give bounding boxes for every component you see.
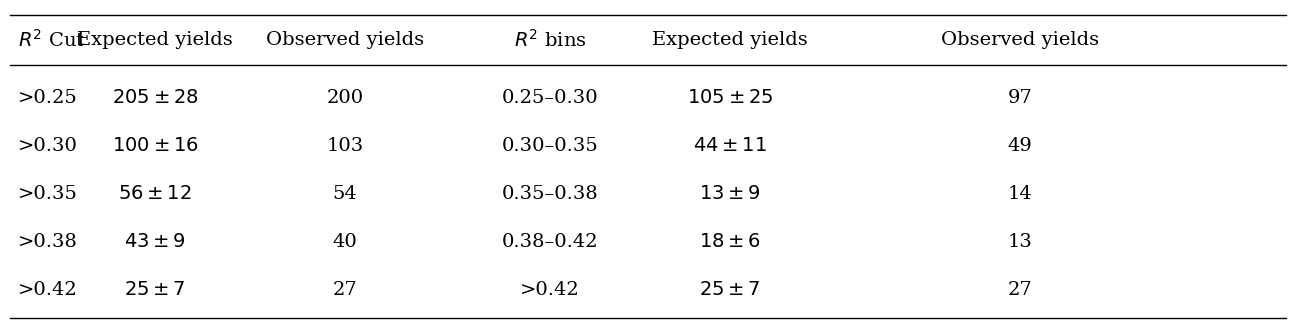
- Text: 103: 103: [327, 137, 364, 155]
- Text: 97: 97: [1007, 89, 1033, 107]
- Text: 54: 54: [333, 185, 358, 203]
- Text: >0.42: >0.42: [18, 281, 78, 299]
- Text: $25 \pm 7$: $25 \pm 7$: [124, 281, 185, 299]
- Text: $43 \pm 9$: $43 \pm 9$: [124, 233, 185, 251]
- Text: $205 \pm 28$: $205 \pm 28$: [111, 89, 198, 107]
- Text: $25 \pm 7$: $25 \pm 7$: [700, 281, 761, 299]
- Text: $R^2$ bins: $R^2$ bins: [513, 29, 586, 51]
- Text: >0.42: >0.42: [520, 281, 579, 299]
- Text: 0.25–0.30: 0.25–0.30: [502, 89, 599, 107]
- Text: 0.30–0.35: 0.30–0.35: [502, 137, 599, 155]
- Text: 14: 14: [1007, 185, 1033, 203]
- Text: Observed yields: Observed yields: [941, 31, 1099, 49]
- Text: 0.35–0.38: 0.35–0.38: [502, 185, 599, 203]
- Text: >0.25: >0.25: [18, 89, 78, 107]
- Text: $R^2$ Cut: $R^2$ Cut: [18, 29, 86, 51]
- Text: $13 \pm 9$: $13 \pm 9$: [699, 185, 761, 203]
- Text: >0.30: >0.30: [18, 137, 78, 155]
- Text: $100 \pm 16$: $100 \pm 16$: [111, 137, 198, 155]
- Text: $18 \pm 6$: $18 \pm 6$: [699, 233, 761, 251]
- Text: Observed yields: Observed yields: [266, 31, 424, 49]
- Text: 200: 200: [327, 89, 364, 107]
- Text: Expected yields: Expected yields: [78, 31, 233, 49]
- Text: >0.38: >0.38: [18, 233, 78, 251]
- Text: 49: 49: [1007, 137, 1033, 155]
- Text: Expected yields: Expected yields: [652, 31, 807, 49]
- Text: $56 \pm 12$: $56 \pm 12$: [118, 185, 192, 203]
- Text: 40: 40: [333, 233, 358, 251]
- Text: >0.35: >0.35: [18, 185, 78, 203]
- Text: $44 \pm 11$: $44 \pm 11$: [693, 137, 767, 155]
- Text: 13: 13: [1007, 233, 1033, 251]
- Text: 0.38–0.42: 0.38–0.42: [502, 233, 599, 251]
- Text: $105 \pm 25$: $105 \pm 25$: [687, 89, 774, 107]
- Text: 27: 27: [1007, 281, 1033, 299]
- Text: 27: 27: [333, 281, 358, 299]
